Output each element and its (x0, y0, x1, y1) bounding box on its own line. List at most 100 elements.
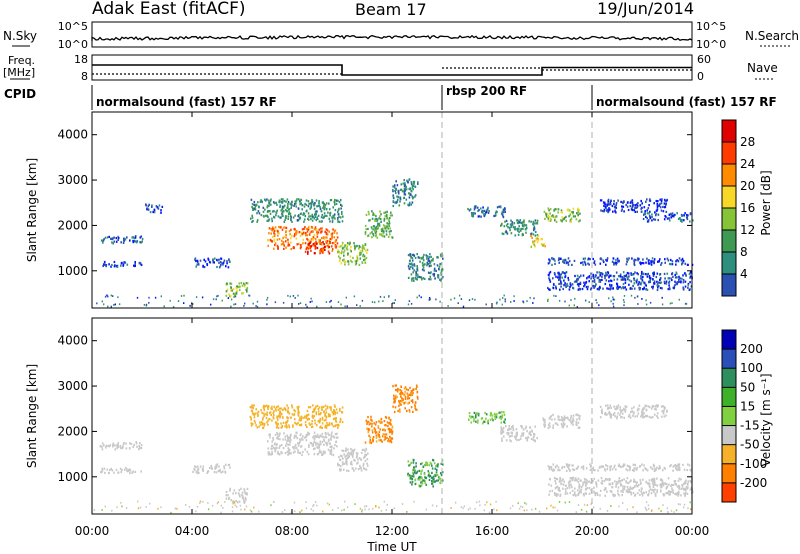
scatter-cell-15-51 (559, 478, 561, 481)
scatter-cell-9-130 (419, 475, 421, 478)
scatter-cell-11-134 (428, 256, 431, 259)
scatter-cell-7-22 (329, 241, 331, 244)
scatter-cell-7-84 (388, 422, 390, 425)
scatter-cell-13-41 (525, 231, 527, 234)
scatter-cell-8-2 (394, 395, 397, 398)
scatter-cell-13-77 (534, 234, 537, 237)
scatter-cell-15-66 (550, 218, 552, 221)
ground-cell-167 (521, 506, 524, 509)
scatter-cell-19-254 (559, 288, 561, 291)
scatter-cell-13-73 (504, 220, 506, 223)
scatter-cell-10-48 (394, 201, 396, 204)
scatter-cell-0-36 (107, 444, 109, 448)
scatter-cell-5-18 (313, 453, 316, 456)
scatter-cell-19-262 (612, 275, 615, 278)
scatter-cell-8-52 (408, 393, 410, 396)
scatter-cell-7-48 (371, 425, 373, 428)
scatter-cell-17-87 (629, 205, 632, 208)
scatter-cell-10-75 (399, 188, 402, 191)
scatter-cell-12-31 (500, 212, 503, 215)
ground-cell-58 (207, 502, 209, 504)
scatter-cell-17-95 (660, 209, 663, 212)
ground-cell-55 (103, 303, 105, 306)
scatter-cell-16-126 (567, 263, 570, 266)
scatter-cell-11-85 (534, 440, 536, 443)
scatter-cell-11-21 (428, 262, 431, 265)
scatter-cell-15-320 (670, 483, 673, 487)
scatter-cell-15-284 (625, 489, 628, 492)
scatter-cell-15-269 (656, 491, 658, 494)
scatter-cell-5-225 (279, 444, 281, 448)
scatter-cell-4-113 (313, 410, 315, 413)
scatter-cell-5-1 (285, 444, 287, 447)
scatter-cell-8-41 (412, 388, 414, 391)
scatter-cell-11-126 (415, 274, 417, 277)
scatter-cell-15-141 (689, 488, 692, 491)
scatter-cell-9-86 (413, 471, 416, 474)
power-cbar-label-3: 16 (740, 201, 755, 215)
scatter-cell-9-107 (379, 218, 382, 221)
scatter-cell-14-8 (534, 245, 536, 248)
scatter-cell-11-66 (534, 425, 536, 428)
scatter-cell-5-120 (307, 200, 310, 203)
scatter-cell-5-246 (280, 212, 283, 215)
scatter-cell-9-66 (375, 215, 377, 218)
scatter-cell-19-325 (608, 287, 611, 290)
scatter-cell-13-19 (606, 465, 609, 468)
scatter-cell-5-36 (304, 215, 307, 218)
scatter-cell-8-45 (399, 403, 402, 406)
scatter-cell-4-21 (280, 422, 282, 425)
scatter-cell-4-38 (235, 292, 238, 295)
scatter-cell-2-1 (148, 203, 150, 206)
scatter-cell-12-32 (496, 211, 498, 214)
scatter-cell-16-87 (642, 262, 645, 265)
scatter-cell-6-151 (315, 228, 318, 231)
scatter-cell-5-260 (285, 215, 287, 218)
scatter-cell-5-269 (266, 210, 269, 213)
scatter-cell-19-376 (553, 272, 556, 275)
scatter-cell-5-237 (268, 204, 270, 208)
scatter-cell-5-187 (316, 210, 318, 213)
scatter-cell-19-68 (584, 283, 586, 286)
scatter-cell-11-37 (507, 428, 510, 431)
scatter-cell-7-36 (328, 245, 330, 249)
ground-cell-41 (365, 505, 368, 507)
scatter-cell-5-144 (278, 446, 281, 449)
ground-cell-111 (669, 302, 672, 305)
scatter-cell-9-12 (374, 230, 376, 233)
scatter-cell-10-32 (397, 198, 399, 201)
scatter-cell-4-171 (311, 420, 313, 423)
ground-cell-87 (524, 502, 526, 504)
scatter-cell-14-17 (651, 416, 654, 419)
scatter-cell-6-127 (274, 242, 277, 245)
scatter-cell-4-181 (249, 406, 252, 409)
power-y-axis-label: Slant Range [km] (25, 158, 39, 262)
scatter-cell-15-55 (555, 220, 558, 223)
scatter-cell-8-23 (401, 391, 404, 395)
scatter-cell-6-125 (329, 237, 332, 241)
ground-cell-38 (612, 302, 614, 305)
ground-cell-136 (272, 501, 275, 503)
ground-cell-60 (192, 303, 194, 305)
scatter-cell-0-40 (104, 236, 107, 239)
scatter-cell-9-112 (418, 476, 420, 479)
scatter-cell-9-38 (386, 222, 388, 225)
scatter-cell-7-70 (389, 435, 391, 438)
scatter-cell-19-42 (687, 286, 689, 289)
scatter-cell-6-202 (295, 233, 297, 236)
scatter-cell-15-259 (630, 479, 632, 482)
scatter-cell-8-76 (412, 410, 414, 413)
scatter-cell-9-30 (383, 235, 386, 238)
scatter-cell-8-59 (402, 399, 404, 402)
scatter-cell-10-90 (411, 195, 413, 198)
scatter-cell-14-2 (531, 236, 533, 239)
scatter-cell-4-17 (317, 410, 320, 413)
scatter-cell-13-67 (505, 224, 508, 227)
scatter-cell-8-25 (363, 247, 366, 250)
scatter-cell-12-41 (564, 417, 567, 420)
scatter-cell-9-55 (373, 228, 376, 232)
ground-cell-123 (199, 502, 201, 504)
scatter-cell-9-72 (386, 225, 388, 228)
velocity-cbar-label-3: 15 (740, 399, 755, 413)
scatter-cell-16-107 (584, 257, 586, 260)
